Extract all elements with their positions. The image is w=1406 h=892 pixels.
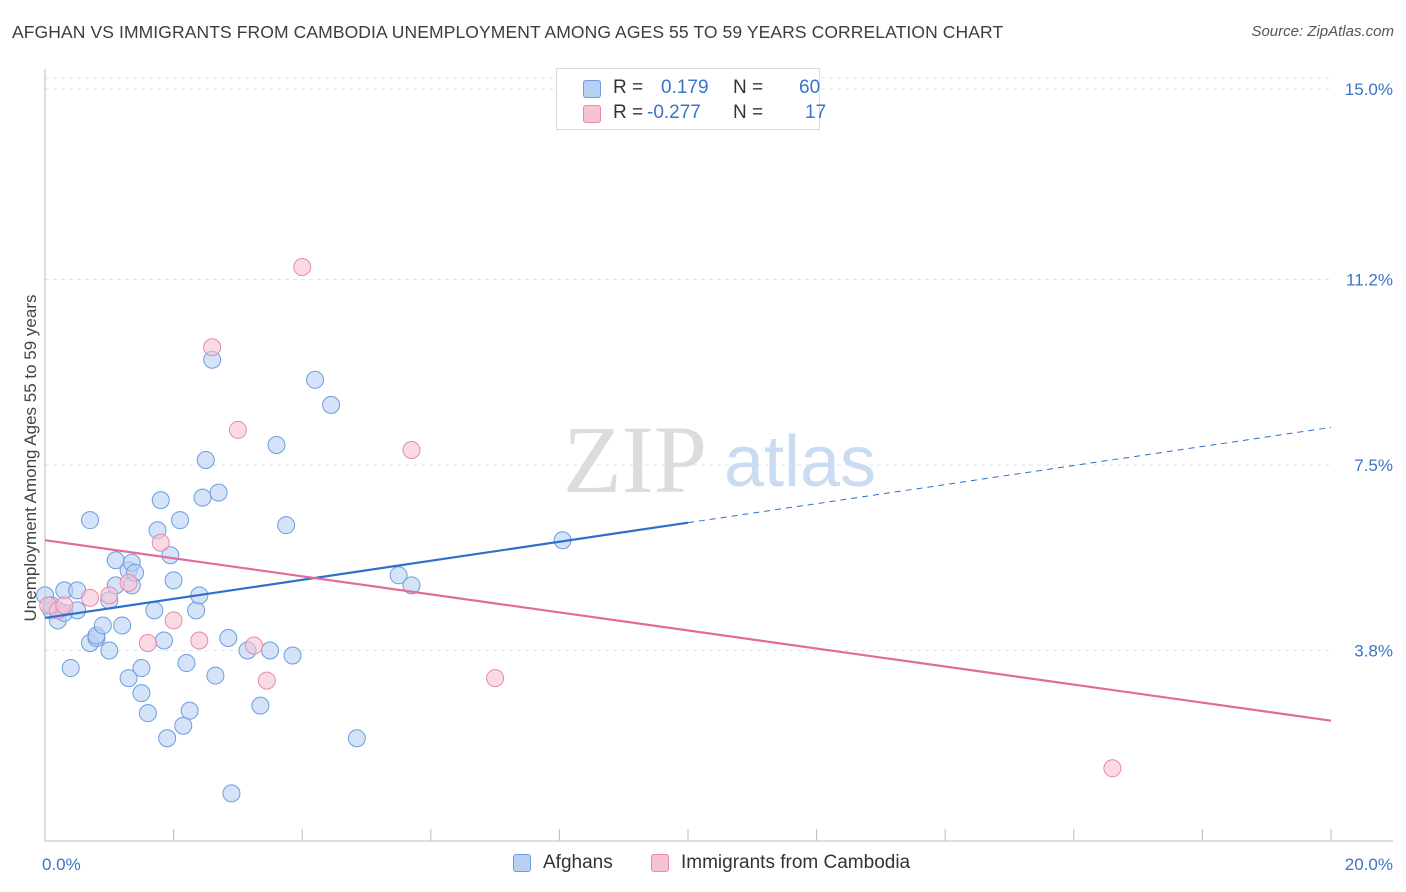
afghans-point: [158, 729, 177, 748]
afghans-point: [132, 659, 151, 678]
cambodia-points: [39, 258, 1122, 778]
cambodia-point: [55, 596, 74, 615]
cambodia-point: [81, 588, 100, 607]
afghans-point: [206, 666, 225, 685]
cambodia-point: [1103, 759, 1122, 778]
cambodia-point: [203, 338, 222, 357]
legend-n-value: 17: [805, 102, 827, 123]
cambodia-point: [138, 633, 157, 652]
afghans-point: [151, 491, 170, 510]
afghans-point: [119, 669, 138, 688]
y-tick-label: 15.0%: [1345, 80, 1393, 99]
afghans-point: [222, 784, 241, 803]
afghans-point: [277, 516, 296, 535]
afghans-point: [261, 641, 280, 660]
afghans-point: [306, 370, 325, 389]
afghans-trend-line: [44, 521, 689, 620]
legend-swatch-cambodia: [651, 854, 669, 872]
x-tick-label: 0.0%: [42, 855, 81, 874]
cambodia-point: [164, 611, 183, 630]
afghans-point: [113, 616, 132, 635]
x-tick-label: 20.0%: [1345, 855, 1393, 874]
afghans-point: [402, 576, 421, 595]
cambodia-point: [119, 573, 138, 592]
afghans-point: [145, 601, 164, 620]
afghans-point: [193, 488, 212, 507]
source-label: Source: ZipAtlas.com: [1251, 23, 1394, 40]
legend-r-label: R =: [613, 102, 644, 123]
cambodia-point: [293, 258, 312, 277]
cambodia-point: [257, 671, 276, 690]
y-tick-label: 3.8%: [1354, 642, 1393, 661]
afghans-point: [209, 483, 228, 502]
afghans-point: [164, 571, 183, 590]
axes: [44, 69, 1393, 842]
cambodia-point: [151, 533, 170, 552]
y-tick-label: 11.2%: [1346, 271, 1393, 290]
cambodia-point: [402, 440, 421, 459]
afghans-point: [267, 435, 286, 454]
correlation-legend: R = 0.179 N = 60 R = -0.277 N = 17: [556, 68, 826, 130]
afghans-point: [283, 646, 302, 665]
cambodia-point: [190, 631, 209, 650]
legend-label-cambodia: Immigrants from Cambodia: [681, 852, 911, 873]
afghans-point: [177, 654, 196, 673]
afghans-point: [251, 696, 270, 715]
afghans-point: [187, 601, 206, 620]
afghans-trend-extension: [687, 426, 1332, 524]
afghans-point: [81, 511, 100, 530]
y-tick-label: 7.5%: [1354, 456, 1393, 475]
y-axis-label: Unemployment Among Ages 55 to 59 years: [21, 295, 40, 622]
cambodia-trend-line: [44, 539, 1332, 722]
afghans-point: [93, 616, 112, 635]
cambodia-point: [228, 420, 247, 439]
watermark: ZIP atlas: [563, 406, 876, 513]
afghans-point: [322, 395, 341, 414]
afghans-point: [219, 628, 238, 647]
afghans-point: [132, 684, 151, 703]
cambodia-point: [100, 586, 119, 605]
afghans-point: [174, 716, 193, 735]
cambodia-point: [486, 669, 505, 688]
legend-n-label: N =: [733, 77, 764, 98]
cambodia-point: [244, 636, 263, 655]
grid: [45, 77, 1331, 652]
chart-title: AFGHAN VS IMMIGRANTS FROM CAMBODIA UNEMP…: [12, 22, 1004, 42]
legend-n-label: N =: [733, 102, 764, 123]
legend-r-label: R =: [613, 77, 644, 98]
legend-r-value: -0.277: [647, 102, 701, 123]
afghans-point: [154, 631, 173, 650]
afghans-point: [61, 659, 80, 678]
afghans-point: [138, 704, 157, 723]
afghans-point: [347, 729, 366, 748]
watermark-atlas: atlas: [724, 422, 876, 502]
legend-swatch-afghans: [583, 80, 601, 98]
tick-labels: 3.8% 7.5% 11.2% 15.0% 0.0% 20.0%: [42, 80, 1393, 874]
watermark-zip: ZIP: [563, 406, 707, 513]
legend-n-value: 60: [799, 77, 821, 98]
legend-r-value: 0.179: [661, 77, 709, 98]
afghans-point: [180, 701, 199, 720]
afghans-point: [196, 451, 215, 470]
legend-swatch-afghans: [513, 854, 531, 872]
legend-swatch-cambodia: [583, 105, 601, 123]
afghans-point: [171, 511, 190, 530]
legend-label-afghans: Afghans: [543, 852, 613, 873]
afghans-point: [100, 641, 119, 660]
afghans-point: [389, 566, 408, 585]
trend-lines: [44, 426, 1332, 722]
